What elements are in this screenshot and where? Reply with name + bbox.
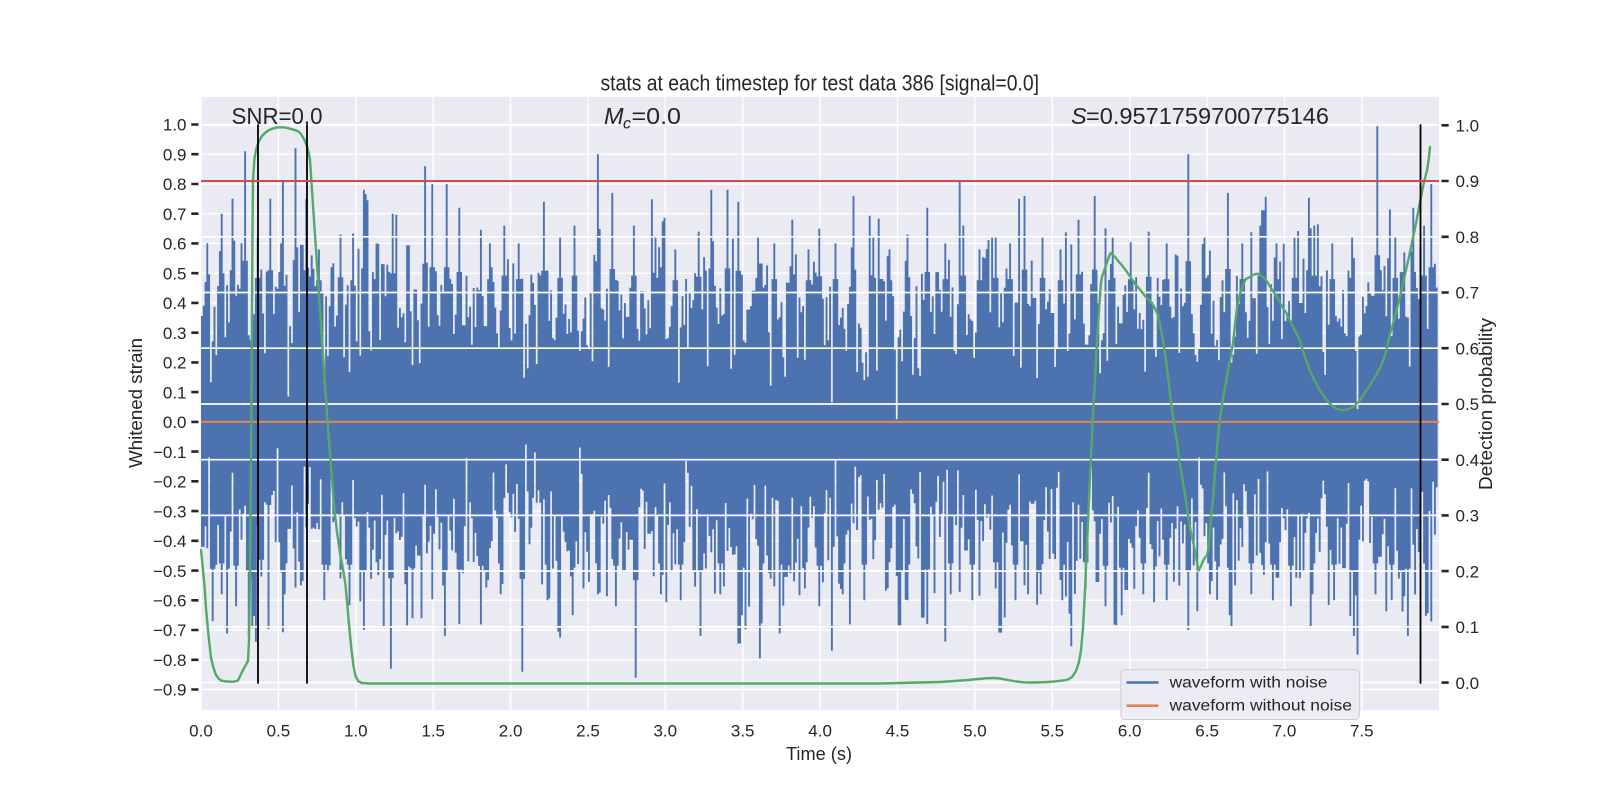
svg-text:−0.5: −0.5 [153, 562, 187, 581]
svg-text:0.0: 0.0 [163, 413, 187, 432]
svg-text:0.4: 0.4 [1456, 451, 1480, 470]
svg-text:0.7: 0.7 [1456, 284, 1480, 303]
svg-text:1.5: 1.5 [421, 722, 445, 741]
svg-text:7.5: 7.5 [1350, 722, 1374, 741]
svg-text:1.0: 1.0 [1456, 117, 1480, 136]
svg-text:0.2: 0.2 [1456, 562, 1480, 581]
svg-text:−0.3: −0.3 [153, 502, 187, 521]
svg-text:6.5: 6.5 [1195, 722, 1219, 741]
svg-text:0.2: 0.2 [163, 354, 187, 373]
svg-text:0.3: 0.3 [163, 324, 187, 343]
svg-text:1.0: 1.0 [344, 722, 368, 741]
svg-text:SNR=0.0: SNR=0.0 [232, 103, 323, 129]
svg-text:0.1: 0.1 [1456, 618, 1480, 637]
svg-text:=0.9571759700775146: =0.9571759700775146 [1086, 103, 1329, 129]
svg-text:waveform without noise: waveform without noise [1168, 698, 1352, 715]
svg-text:stats at each timestep for tes: stats at each timestep for test data 386… [601, 71, 1040, 96]
svg-text:2.0: 2.0 [499, 722, 523, 741]
svg-text:Whitened strain: Whitened strain [125, 338, 146, 468]
svg-text:−0.6: −0.6 [153, 592, 187, 611]
svg-text:5.5: 5.5 [1040, 722, 1064, 741]
svg-text:−0.2: −0.2 [153, 473, 187, 492]
svg-text:6.0: 6.0 [1118, 722, 1142, 741]
svg-text:M: M [604, 103, 624, 129]
svg-text:4.0: 4.0 [808, 722, 832, 741]
svg-text:0.9: 0.9 [1456, 172, 1480, 191]
svg-text:0.1: 0.1 [163, 383, 187, 402]
svg-text:0.5: 0.5 [267, 722, 291, 741]
svg-text:−0.1: −0.1 [153, 443, 187, 462]
svg-text:c: c [623, 116, 631, 133]
svg-text:0.0: 0.0 [189, 722, 213, 741]
svg-text:waveform with noise: waveform with noise [1168, 674, 1327, 691]
svg-text:=0.0: =0.0 [632, 103, 682, 129]
svg-text:0.9: 0.9 [163, 145, 187, 164]
svg-text:1.0: 1.0 [163, 116, 187, 135]
svg-text:4.5: 4.5 [886, 722, 910, 741]
svg-text:0.8: 0.8 [163, 175, 187, 194]
svg-text:7.0: 7.0 [1273, 722, 1297, 741]
svg-text:−0.8: −0.8 [153, 651, 187, 670]
svg-text:0.8: 0.8 [1456, 228, 1480, 247]
svg-text:Detection probability: Detection probability [1475, 317, 1496, 490]
svg-text:−0.9: −0.9 [153, 681, 187, 700]
svg-text:−0.7: −0.7 [153, 621, 187, 640]
svg-text:−0.4: −0.4 [153, 532, 187, 551]
svg-text:0.3: 0.3 [1456, 507, 1480, 526]
svg-text:0.7: 0.7 [163, 205, 187, 224]
svg-text:5.0: 5.0 [963, 722, 987, 741]
svg-text:0.4: 0.4 [163, 294, 187, 313]
svg-text:3.0: 3.0 [653, 722, 677, 741]
svg-text:0.6: 0.6 [163, 235, 187, 254]
svg-text:3.5: 3.5 [731, 722, 755, 741]
svg-text:2.5: 2.5 [576, 722, 600, 741]
svg-text:S: S [1071, 103, 1087, 129]
svg-text:0.5: 0.5 [163, 264, 187, 283]
svg-text:0.5: 0.5 [1456, 395, 1480, 414]
svg-text:0.6: 0.6 [1456, 339, 1480, 358]
svg-text:Time (s): Time (s) [786, 743, 852, 764]
svg-text:0.0: 0.0 [1456, 674, 1480, 693]
